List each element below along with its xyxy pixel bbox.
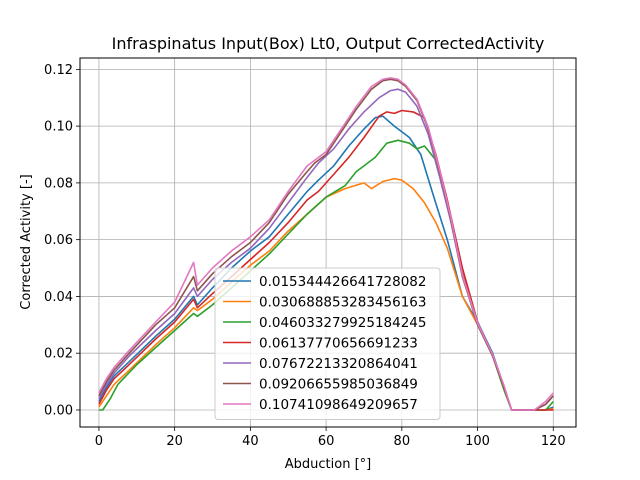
plot-frame — [79, 57, 577, 428]
x-tick-label: 0 — [95, 434, 103, 449]
x-tick-label: 80 — [394, 434, 411, 449]
legend-label: 0.06137770656691233 — [259, 336, 418, 352]
x-tick-label: 20 — [166, 434, 183, 449]
legend-label: 0.015344426641728082 — [259, 274, 426, 290]
y-tick-label: 0.06 — [44, 233, 73, 248]
y-tick-label: 0.00 — [44, 403, 73, 418]
legend-box — [214, 267, 441, 420]
series-layer — [98, 77, 554, 411]
legend-label: 0.07672213320864041 — [259, 356, 418, 372]
legend-label: 0.09206655985036849 — [259, 377, 418, 393]
legend: 0.015344426641728082 0.030688853283456163… — [214, 267, 441, 420]
y-tick-label: 0.12 — [44, 63, 73, 78]
chart-title: Infraspinatus Input(Box) Lt0, Output Cor… — [112, 34, 545, 53]
x-axis-label: Abduction [°] — [285, 457, 371, 472]
y-tick-label: 0.02 — [44, 347, 73, 362]
legend-label: 0.030688853283456163 — [259, 295, 426, 311]
legend-label: 0.046033279925184245 — [259, 315, 426, 331]
legend-label: 0.10741098649209657 — [259, 397, 418, 413]
y-axis-label: Corrected Activity [-] — [19, 174, 34, 309]
y-tick-label: 0.04 — [44, 290, 73, 305]
y-tick-label: 0.10 — [44, 120, 73, 135]
x-tick-label: 40 — [242, 434, 259, 449]
x-tick-label: 120 — [541, 434, 566, 449]
y-tick-label: 0.08 — [44, 176, 73, 191]
ticks: 0 20 40 60 80 100 120 0.00 0.02 0.04 0.06 0.08 0.10 0… — [44, 63, 566, 449]
x-tick-label: 60 — [318, 434, 335, 449]
x-tick-label: 100 — [465, 434, 490, 449]
grid — [80, 58, 576, 427]
series-line-7 — [98, 77, 554, 411]
